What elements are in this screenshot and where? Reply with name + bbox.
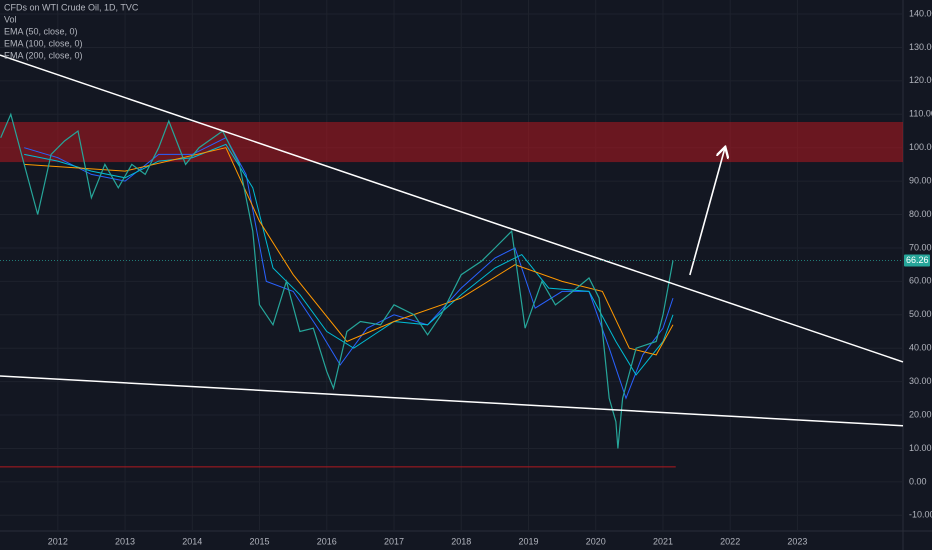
x-tick-label: 2012 bbox=[48, 536, 68, 546]
x-tick-label: 2013 bbox=[115, 536, 135, 546]
y-tick-label: 110.00 bbox=[909, 109, 932, 119]
y-tick-label: 30.00 bbox=[909, 376, 932, 386]
x-tick-label: 2018 bbox=[451, 536, 471, 546]
x-tick-label: 2019 bbox=[518, 536, 538, 546]
y-tick-label: 120.00 bbox=[909, 75, 932, 85]
x-tick-label: 2021 bbox=[653, 536, 673, 546]
y-tick-label: 40.00 bbox=[909, 343, 932, 353]
y-tick-label: 50.00 bbox=[909, 309, 932, 319]
x-tick-label: 2022 bbox=[720, 536, 740, 546]
trendline bbox=[0, 375, 904, 427]
y-tick-label: 140.00 bbox=[909, 8, 932, 18]
last-price-label: 66.26 bbox=[906, 255, 929, 265]
x-tick-label: 2014 bbox=[182, 536, 202, 546]
x-tick-label: 2016 bbox=[317, 536, 337, 546]
legend-entry: EMA (50, close, 0) bbox=[4, 26, 78, 36]
price-line bbox=[0, 112, 674, 449]
x-tick-label: 2023 bbox=[787, 536, 807, 546]
legend-entry: EMA (100, close, 0) bbox=[4, 38, 83, 48]
ema-line bbox=[24, 143, 674, 376]
y-tick-label: 60.00 bbox=[909, 276, 932, 286]
resistance-zone bbox=[0, 121, 903, 163]
y-tick-label: 20.00 bbox=[909, 409, 932, 419]
x-tick-label: 2020 bbox=[586, 536, 606, 546]
ema-line bbox=[24, 147, 674, 356]
chart-title: CFDs on WTI Crude Oil, 1D, TVC bbox=[4, 2, 139, 12]
y-tick-label: 0.00 bbox=[909, 476, 927, 486]
y-tick-label: 90.00 bbox=[909, 175, 932, 185]
x-tick-label: 2015 bbox=[250, 536, 270, 546]
subtitle: Vol bbox=[4, 14, 17, 24]
trendline bbox=[0, 54, 904, 363]
y-tick-label: 70.00 bbox=[909, 242, 932, 252]
arrow bbox=[689, 148, 725, 276]
last-price-badge bbox=[904, 254, 930, 267]
ema-line bbox=[24, 137, 674, 400]
x-tick-label: 2017 bbox=[384, 536, 404, 546]
legend-entry: EMA (200, close, 0) bbox=[4, 50, 83, 60]
y-tick-label: 130.00 bbox=[909, 42, 932, 52]
y-tick-label: -10.00 bbox=[909, 510, 932, 520]
y-tick-label: 10.00 bbox=[909, 443, 932, 453]
y-tick-label: 80.00 bbox=[909, 209, 932, 219]
y-tick-label: 100.00 bbox=[909, 142, 932, 152]
